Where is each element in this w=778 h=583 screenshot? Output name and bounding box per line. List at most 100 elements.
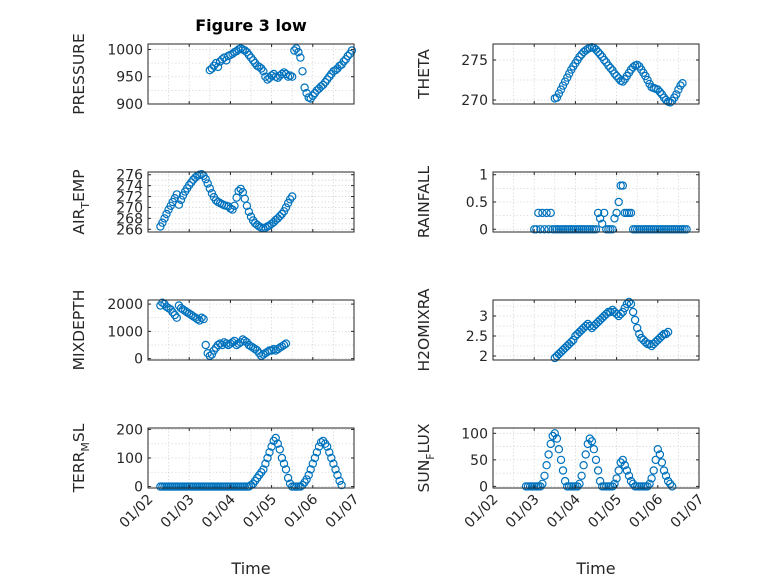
data-point: [556, 455, 566, 465]
data-point: [653, 445, 663, 454]
data-point: [643, 482, 652, 491]
data-point: [589, 445, 599, 454]
data-point: [310, 453, 320, 463]
data-point: [267, 346, 276, 355]
data-point: [323, 442, 332, 451]
data-point: [312, 448, 322, 457]
y-tick-label: 0: [134, 352, 143, 368]
data-point: [277, 453, 287, 463]
data-point: [659, 466, 669, 475]
data-point: [641, 337, 650, 347]
y-axis-label-main: RAINFALL: [415, 165, 433, 238]
data-point: [160, 214, 169, 223]
data-point: [649, 466, 658, 475]
data-point: [604, 61, 613, 70]
y-tick-label: 0: [479, 479, 488, 495]
data-point: [259, 67, 268, 76]
data-point: [271, 433, 280, 443]
data-point: [542, 461, 551, 470]
y-tick-label: 276: [116, 168, 143, 184]
y-tick-label: 1: [479, 168, 488, 184]
data-point: [575, 479, 584, 488]
data-point: [222, 339, 231, 348]
data-point: [207, 350, 217, 359]
y-tick-label: 0: [479, 222, 488, 238]
data-point: [614, 197, 623, 207]
data-point: [595, 214, 605, 223]
data-point: [162, 302, 171, 311]
data-point: [606, 63, 615, 73]
data-point: [329, 459, 338, 468]
y-tick-label: 0.5: [466, 195, 488, 211]
data-point: [585, 434, 595, 443]
data-point: [626, 476, 636, 486]
data-point: [538, 208, 547, 218]
y-axis-label-main: TERR: [70, 451, 88, 493]
data-point: [534, 208, 543, 218]
data-point: [610, 69, 619, 78]
data-point: [244, 340, 254, 350]
data-point: [174, 200, 184, 209]
data-point: [544, 450, 553, 459]
axes-frame: [492, 427, 700, 489]
data-point: [593, 208, 603, 218]
x-tick-label: 01/02: [117, 492, 157, 532]
data-point: [614, 466, 623, 475]
data-point: [255, 349, 264, 358]
axes-frame: [492, 299, 700, 361]
data-point: [296, 482, 305, 491]
data-point: [203, 179, 212, 188]
data-point: [182, 308, 192, 317]
y-tick-label: 100: [461, 426, 488, 442]
data-point: [294, 48, 303, 57]
x-tick-label: 01/05: [585, 492, 625, 532]
data-point: [540, 471, 549, 480]
data-point: [304, 470, 313, 480]
data-point: [197, 169, 206, 179]
data-point: [569, 335, 578, 345]
data-point: [550, 429, 560, 438]
data-point: [273, 439, 282, 448]
x-tick-label: 01/07: [323, 492, 363, 532]
x-tick-label: 01/03: [503, 492, 543, 532]
data-point: [610, 479, 619, 488]
y-tick-label: 268: [116, 211, 143, 227]
data-point: [602, 309, 611, 319]
y-tick-label: 50: [470, 453, 488, 469]
y-axis-label: H2OMIXRA: [415, 288, 433, 371]
data-point: [255, 62, 264, 72]
x-tick-label: 01/02: [462, 492, 502, 532]
data-point: [628, 62, 638, 72]
y-tick-label: 266: [116, 222, 143, 238]
panel-mixdepth: 0 1000 2000 MIXDEPTH: [70, 290, 355, 370]
y-tick-label: 100: [116, 451, 143, 467]
data-point: [306, 465, 315, 474]
data-point: [199, 314, 208, 324]
data-point: [563, 73, 572, 82]
y-axis-label-main: AIR: [70, 208, 88, 234]
data-point: [337, 480, 346, 490]
data-point: [316, 82, 326, 91]
data-point: [205, 184, 214, 193]
data-point: [663, 327, 673, 337]
data-point: [620, 461, 630, 470]
data-point: [325, 448, 334, 457]
data-point: [296, 53, 305, 62]
y-tick-label: 900: [116, 97, 143, 113]
data-point: [538, 479, 547, 488]
data-point: [666, 98, 675, 107]
axes-frame: [492, 43, 700, 105]
data-point: [618, 77, 628, 86]
data-point: [277, 209, 287, 219]
data-point: [213, 62, 223, 72]
data-point: [620, 303, 630, 313]
y-axis-label-main: THETA: [415, 49, 433, 100]
data-point: [655, 87, 665, 97]
data-point: [288, 192, 297, 201]
data-point: [635, 329, 644, 339]
y-axis-label-suffix: LUX: [415, 423, 433, 453]
data-point: [275, 445, 284, 454]
data-point: [595, 50, 605, 59]
data-point: [554, 89, 564, 98]
